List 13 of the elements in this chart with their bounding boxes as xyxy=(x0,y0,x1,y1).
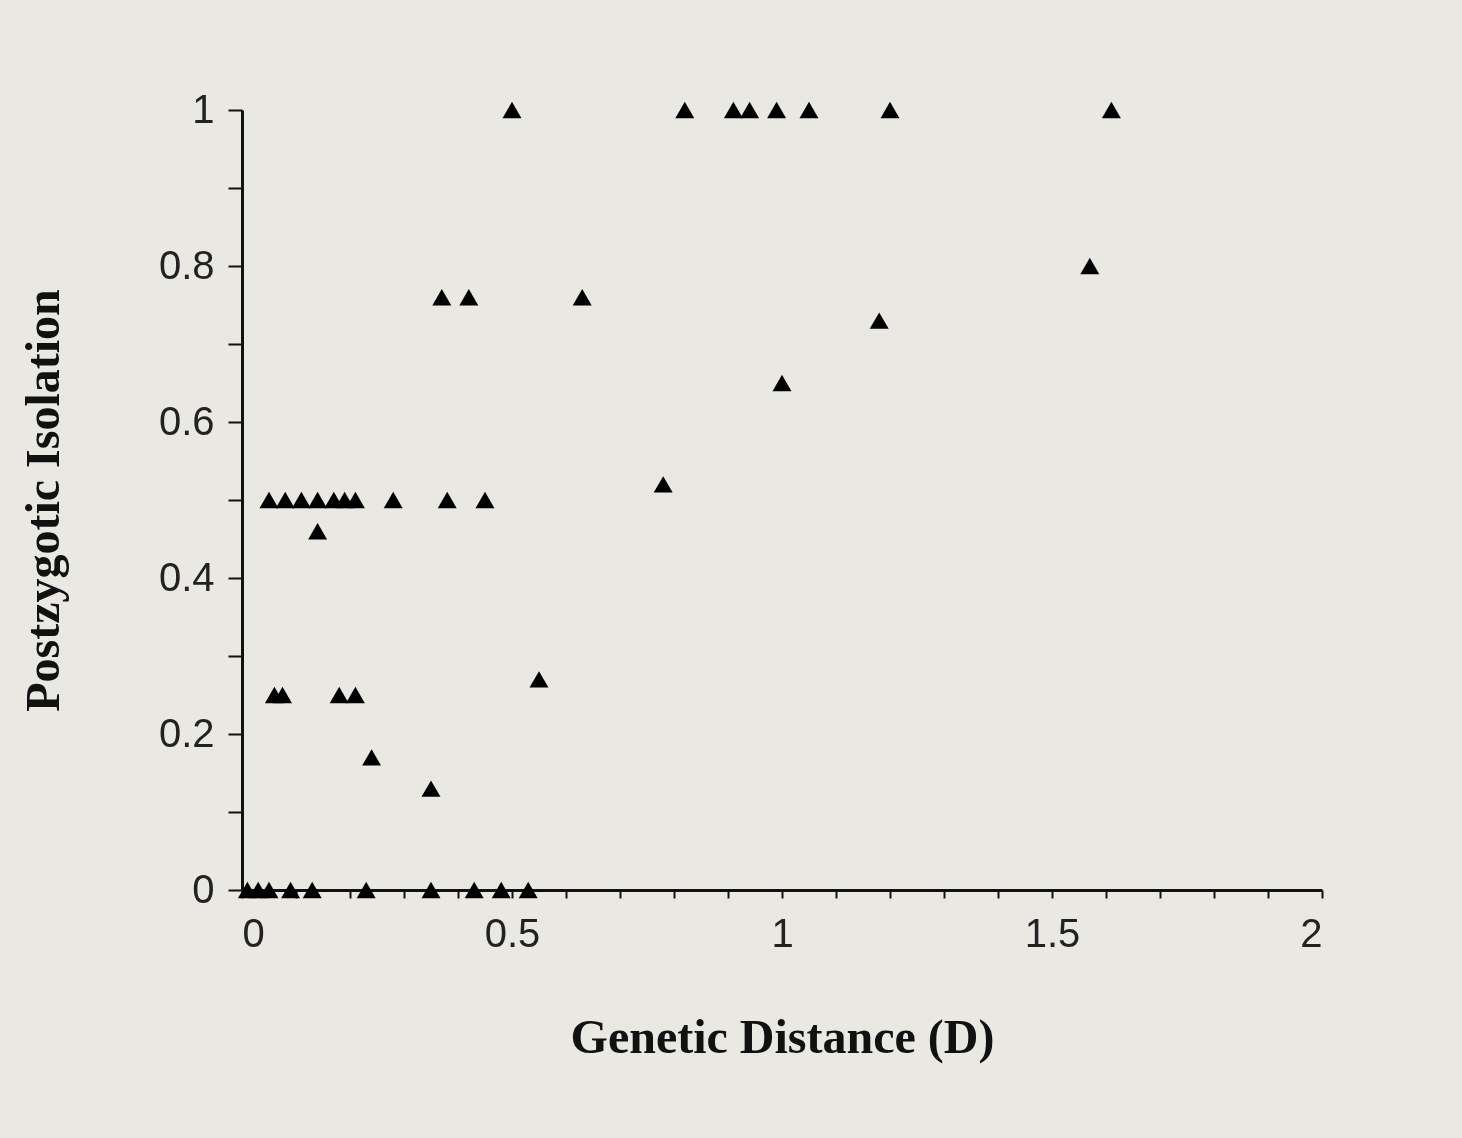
y-tick-label: 0.8 xyxy=(158,242,215,287)
x-tick-label: 1 xyxy=(771,910,794,955)
x-axis-title: Genetic Distance (D) xyxy=(570,1009,995,1064)
y-tick-label: 0.4 xyxy=(158,554,215,599)
x-tick-label: 1.5 xyxy=(1024,910,1081,955)
y-axis-title: Postzygotic Isolation xyxy=(15,289,69,712)
y-tick-label: 0 xyxy=(192,866,215,911)
x-tick-label: 0 xyxy=(242,910,265,955)
x-tick-label: 0.5 xyxy=(484,910,541,955)
x-tick-label: 2 xyxy=(1300,910,1323,955)
y-tick-label: 0.2 xyxy=(158,710,215,755)
y-tick-label: 0.6 xyxy=(158,398,215,443)
y-tick-label: 1 xyxy=(192,86,215,131)
